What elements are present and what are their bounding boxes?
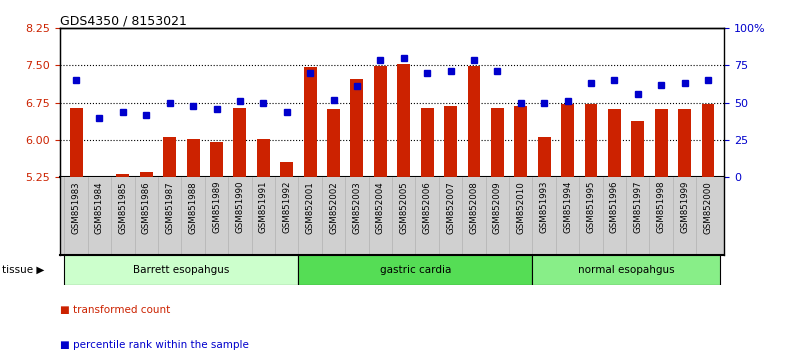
Text: GSM852001: GSM852001 xyxy=(306,181,314,234)
Bar xyxy=(655,109,668,177)
Bar xyxy=(374,67,387,177)
Text: normal esopahgus: normal esopahgus xyxy=(578,265,674,275)
Bar xyxy=(327,109,340,177)
Text: GSM851994: GSM851994 xyxy=(563,181,572,233)
Bar xyxy=(533,255,720,285)
Text: tissue ▶: tissue ▶ xyxy=(2,265,44,275)
Bar xyxy=(561,104,574,177)
Text: GSM852005: GSM852005 xyxy=(400,181,408,234)
Text: GSM852007: GSM852007 xyxy=(446,181,455,234)
Text: Barrett esopahgus: Barrett esopahgus xyxy=(133,265,229,275)
Bar xyxy=(93,177,106,178)
Bar xyxy=(116,174,129,177)
Bar xyxy=(467,67,480,177)
Text: GSM852002: GSM852002 xyxy=(329,181,338,234)
Bar xyxy=(140,172,153,177)
Bar xyxy=(210,142,223,177)
Text: GSM851993: GSM851993 xyxy=(540,181,548,233)
Text: GSM851996: GSM851996 xyxy=(610,181,618,233)
Bar xyxy=(350,79,363,177)
Bar xyxy=(280,162,293,177)
Text: GSM851983: GSM851983 xyxy=(72,181,80,234)
Bar xyxy=(701,104,715,177)
Text: GSM852004: GSM852004 xyxy=(376,181,384,234)
Bar xyxy=(163,137,176,177)
Bar xyxy=(304,67,317,177)
Bar xyxy=(397,64,410,177)
Text: GSM852003: GSM852003 xyxy=(353,181,361,234)
Bar xyxy=(69,108,83,177)
Bar xyxy=(257,139,270,177)
Bar xyxy=(631,121,644,177)
Text: GSM851990: GSM851990 xyxy=(236,181,244,233)
Bar xyxy=(608,109,621,177)
Bar xyxy=(584,104,597,177)
Bar xyxy=(421,108,434,177)
Text: GSM851988: GSM851988 xyxy=(189,181,197,234)
Text: GSM852008: GSM852008 xyxy=(470,181,478,234)
Bar xyxy=(64,255,298,285)
Text: GSM852010: GSM852010 xyxy=(517,181,525,234)
Text: GSM852000: GSM852000 xyxy=(704,181,712,234)
Text: GSM851998: GSM851998 xyxy=(657,181,665,233)
Text: GSM851989: GSM851989 xyxy=(212,181,221,233)
Text: GSM851995: GSM851995 xyxy=(587,181,595,233)
Bar xyxy=(187,139,200,177)
Text: GSM851984: GSM851984 xyxy=(95,181,104,234)
Text: ■ percentile rank within the sample: ■ percentile rank within the sample xyxy=(60,341,248,350)
Text: GSM851987: GSM851987 xyxy=(166,181,174,234)
Text: GSM851992: GSM851992 xyxy=(283,181,291,233)
Bar xyxy=(514,106,527,177)
Bar xyxy=(491,108,504,177)
Bar xyxy=(538,137,551,177)
Text: GSM852006: GSM852006 xyxy=(423,181,431,234)
Text: GDS4350 / 8153021: GDS4350 / 8153021 xyxy=(60,14,186,27)
Text: GSM852009: GSM852009 xyxy=(493,181,501,234)
Text: GSM851997: GSM851997 xyxy=(634,181,642,233)
Text: gastric cardia: gastric cardia xyxy=(380,265,451,275)
Bar xyxy=(678,109,691,177)
Bar xyxy=(233,108,246,177)
Text: ■ transformed count: ■ transformed count xyxy=(60,305,170,315)
Text: GSM851999: GSM851999 xyxy=(680,181,689,233)
Text: GSM851985: GSM851985 xyxy=(119,181,127,234)
Text: GSM851986: GSM851986 xyxy=(142,181,150,234)
Bar xyxy=(444,106,457,177)
Text: GSM851991: GSM851991 xyxy=(259,181,267,233)
Bar xyxy=(298,255,533,285)
